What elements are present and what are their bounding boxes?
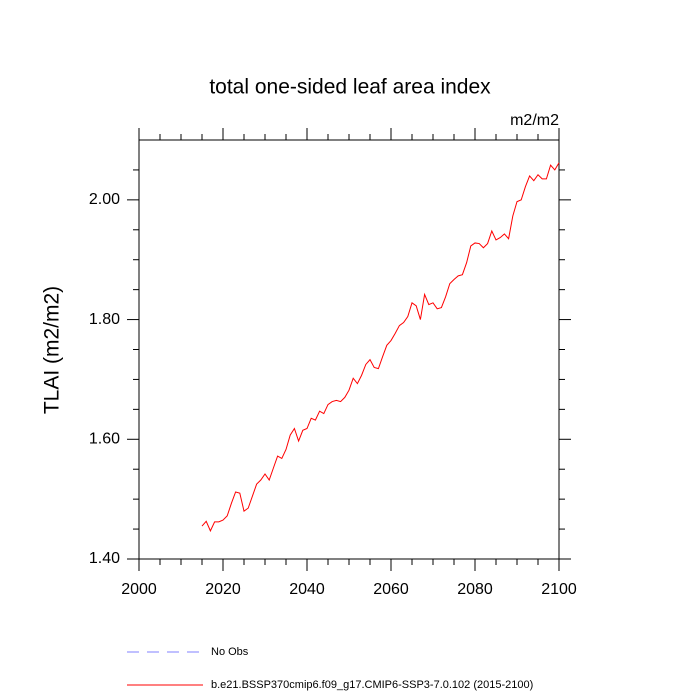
y-tick-label: 1.60 <box>89 431 120 448</box>
y-tick-label: 2.00 <box>89 191 120 208</box>
x-tick-label: 2060 <box>373 581 409 598</box>
units-label: m2/m2 <box>510 112 559 129</box>
legend-label: b.e21.BSSP370cmip6.f09_g17.CMIP6-SSP3-7.… <box>211 679 533 691</box>
x-tick-label: 2020 <box>205 581 241 598</box>
legend-obs-label: No Obs <box>211 646 249 658</box>
x-tick-label: 2100 <box>541 581 577 598</box>
x-tick-label: 2080 <box>457 581 493 598</box>
x-tick-label: 2000 <box>121 581 157 598</box>
data-line <box>201 162 560 533</box>
chart-title: total one-sided leaf area index <box>209 76 491 99</box>
y-tick-label: 1.40 <box>89 550 120 567</box>
y-axis-label: TLAI (m2/m2) <box>41 286 64 414</box>
y-tick-label: 1.80 <box>89 311 120 328</box>
x-tick-label: 2040 <box>289 581 325 598</box>
plot-frame <box>138 139 560 560</box>
